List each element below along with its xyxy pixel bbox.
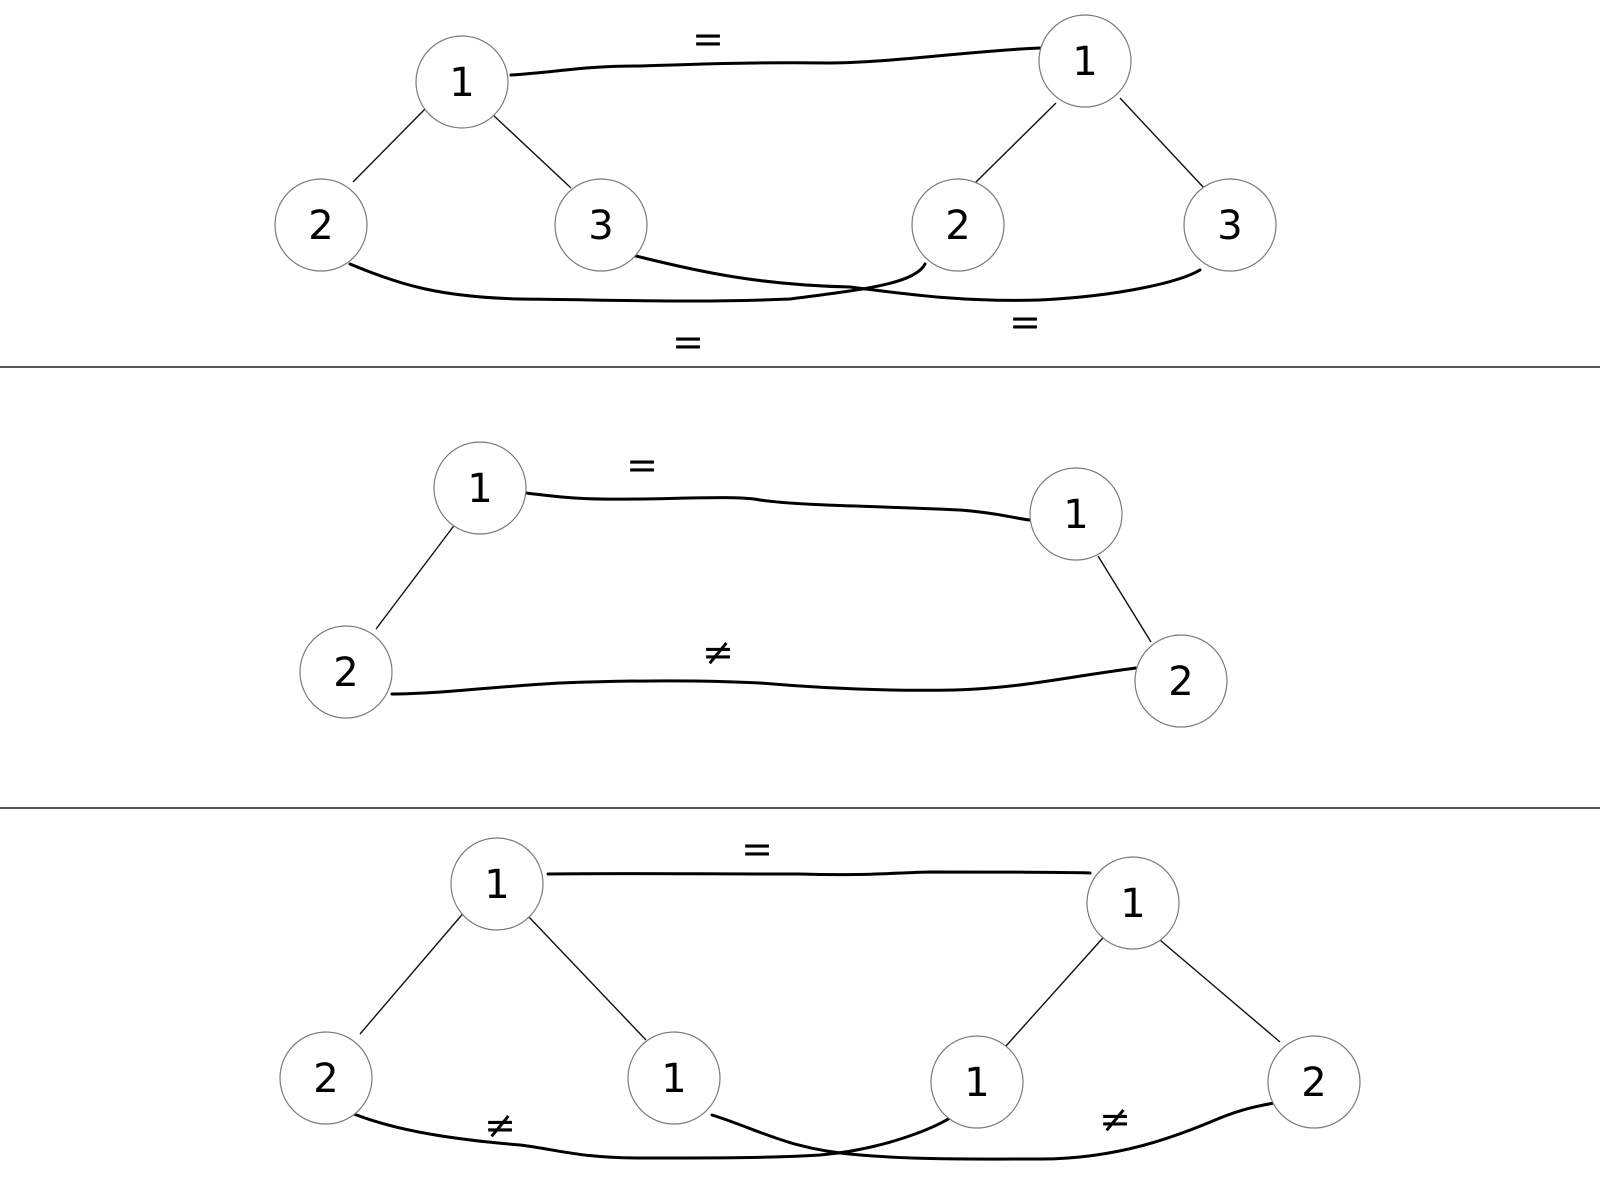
tree-edge	[1159, 939, 1281, 1043]
tree-edge	[1005, 929, 1111, 1047]
diagram-1: = = = 1 2 3 1 2 3	[274, 14, 1277, 364]
tree-node: 2	[299, 625, 393, 719]
comparison-label: ≠	[702, 630, 734, 674]
comparison-label: =	[741, 827, 773, 871]
node-label: 1	[1063, 492, 1088, 538]
node-label: 1	[1120, 881, 1145, 927]
diagram-2: = ≠ 1 2 1 2	[299, 441, 1228, 728]
tree-edge	[375, 522, 457, 630]
comparison-edge	[509, 46, 1042, 77]
node-label: 1	[484, 862, 509, 908]
node-label: 1	[661, 1056, 686, 1102]
tree-edge	[352, 106, 428, 183]
node-label: 3	[1217, 203, 1242, 249]
tree-node: 2	[1134, 634, 1228, 728]
tree-edge	[1119, 97, 1205, 189]
tree-edge	[1097, 555, 1152, 643]
tree-node: 3	[554, 178, 648, 272]
comparison-edge	[524, 491, 1032, 522]
comparison-label: ≠	[1099, 1097, 1131, 1141]
tree-node: 1	[415, 35, 509, 129]
comparison-edge	[546, 870, 1092, 877]
tree-node: 2	[279, 1031, 373, 1125]
node-label: 2	[333, 650, 358, 696]
node-label: 2	[308, 203, 333, 249]
comparison-label: =	[1009, 300, 1041, 344]
tree-edge	[359, 909, 467, 1035]
comparison-edge	[710, 1098, 1292, 1161]
comparison-label: =	[672, 320, 704, 364]
tree-node: 1	[1086, 856, 1180, 950]
tree-edge	[527, 915, 647, 1041]
tree-node: 2	[274, 178, 368, 272]
tree-edge	[491, 113, 572, 189]
node-label: 1	[449, 60, 474, 106]
tree-node: 1	[433, 441, 527, 535]
node-label: 2	[313, 1056, 338, 1102]
node-label: 1	[964, 1060, 989, 1106]
comparison-edge	[348, 262, 927, 303]
tree-node: 1	[1038, 14, 1132, 108]
comparison-label: ≠	[484, 1103, 516, 1147]
node-label: 3	[588, 203, 613, 249]
node-label: 1	[467, 466, 492, 512]
comparison-edge	[634, 254, 1202, 302]
tree-node: 3	[1183, 178, 1277, 272]
tree-edge	[973, 102, 1057, 185]
node-label: 1	[1072, 39, 1097, 85]
node-label: 2	[945, 203, 970, 249]
tree-node: 1	[930, 1035, 1024, 1129]
tree-node: 1	[450, 837, 544, 931]
comparison-edge	[390, 666, 1138, 696]
tree-node: 2	[911, 178, 1005, 272]
node-label: 2	[1168, 659, 1193, 705]
node-label: 2	[1301, 1060, 1326, 1106]
comparison-edge	[352, 1112, 952, 1160]
comparison-label: =	[626, 443, 658, 487]
tree-node: 1	[627, 1031, 721, 1125]
tree-node: 2	[1267, 1035, 1361, 1129]
diagram-3: = ≠ ≠ 1 2 1 1 1 2	[279, 827, 1361, 1161]
comparison-label: =	[692, 17, 724, 61]
tree-node: 1	[1029, 467, 1123, 561]
